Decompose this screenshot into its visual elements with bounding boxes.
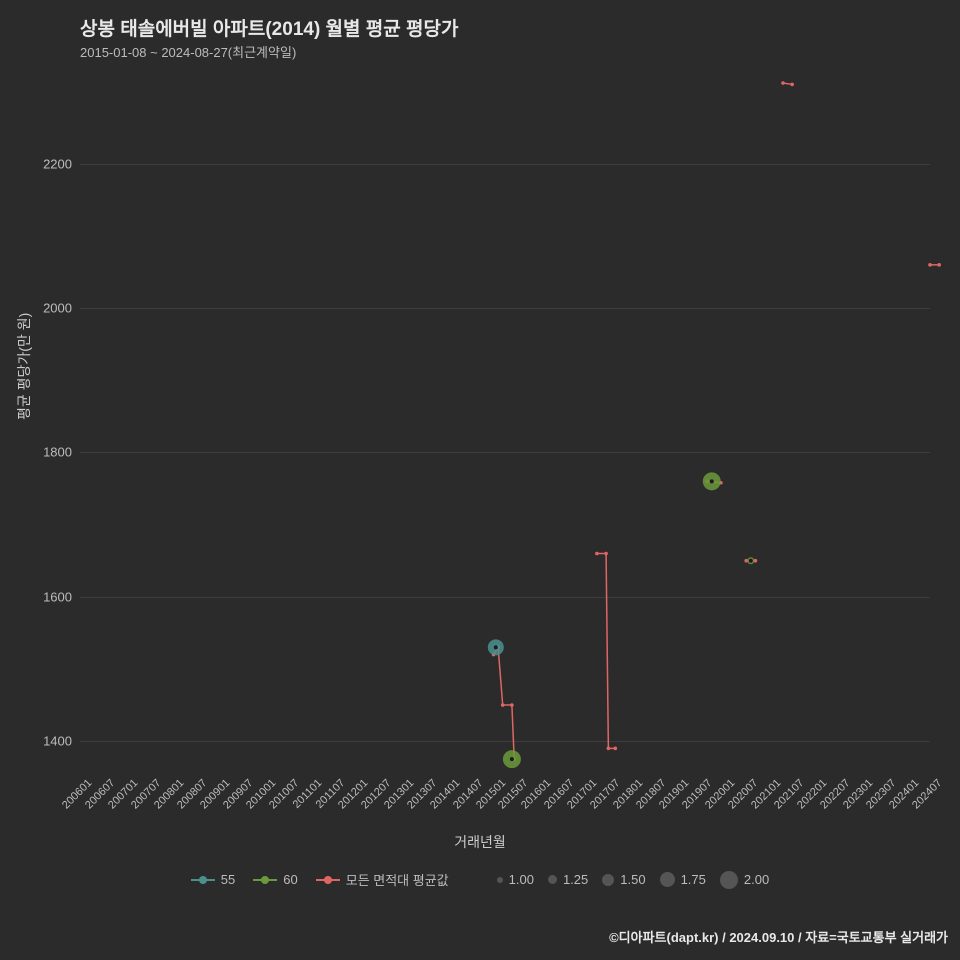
legend-size-dot <box>497 877 503 883</box>
point-55-center <box>494 645 498 649</box>
legend-size-scale: 1.00 1.25 1.50 1.75 2.00 <box>497 871 770 889</box>
chart-subtitle: 2015-01-08 ~ 2024-08-27(최근계약일) <box>80 42 296 61</box>
legend: 55 60 모든 면적대 평균값 1.00 1.25 1.50 1.75 2.00 <box>0 870 960 889</box>
chart-plot-area <box>80 70 930 770</box>
point-60-center <box>710 479 714 483</box>
legend-label-60: 60 <box>283 872 297 887</box>
y-tick-label: 2200 <box>43 156 72 171</box>
legend-swatch-60 <box>253 879 277 881</box>
legend-label-avg: 모든 면적대 평균값 <box>346 870 449 889</box>
avg-point <box>604 552 608 556</box>
legend-size-item: 1.00 <box>497 872 534 887</box>
legend-size-item: 2.00 <box>720 871 769 889</box>
legend-swatch-avg <box>316 879 340 881</box>
chart-title: 상봉 태솔에버빌 아파트(2014) 월별 평균 평당가 <box>80 14 458 41</box>
legend-size-dot <box>720 871 738 889</box>
legend-size-label: 1.00 <box>509 872 534 887</box>
avg-point <box>595 552 599 556</box>
legend-swatch-55 <box>191 879 215 881</box>
legend-size-dot <box>602 874 614 886</box>
legend-size-label: 1.25 <box>563 872 588 887</box>
point-60-center <box>749 559 753 563</box>
legend-size-item: 1.75 <box>660 872 706 887</box>
avg-point <box>607 747 611 751</box>
avg-line-segment <box>494 647 515 759</box>
avg-point <box>928 263 932 267</box>
chart-credit: ©디아파트(dapt.kr) / 2024.09.10 / 자료=국토교통부 실… <box>609 927 948 946</box>
legend-size-label: 2.00 <box>744 872 769 887</box>
y-tick-label: 2000 <box>43 301 72 316</box>
legend-size-label: 1.75 <box>681 872 706 887</box>
legend-series-60: 60 <box>253 872 297 887</box>
legend-size-dot <box>548 875 557 884</box>
legend-series-avg: 모든 면적대 평균값 <box>316 870 449 889</box>
x-axis-label: 거래년월 <box>0 832 960 852</box>
legend-size-dot <box>660 872 675 887</box>
point-60-center <box>510 757 514 761</box>
y-tick-label: 1400 <box>43 734 72 749</box>
y-tick-label: 1600 <box>43 589 72 604</box>
legend-size-item: 1.50 <box>602 872 645 887</box>
avg-line-segment <box>597 554 615 749</box>
y-axis-label: 평균 평당가(만 원) <box>14 313 34 420</box>
legend-size-label: 1.50 <box>620 872 645 887</box>
avg-point <box>510 703 514 707</box>
legend-series-55: 55 <box>191 872 235 887</box>
y-tick-label: 1800 <box>43 445 72 460</box>
avg-point <box>613 747 617 751</box>
avg-point <box>937 263 941 267</box>
avg-point <box>781 81 785 85</box>
avg-point <box>790 83 794 87</box>
avg-point <box>501 703 505 707</box>
legend-size-item: 1.25 <box>548 872 588 887</box>
legend-label-55: 55 <box>221 872 235 887</box>
